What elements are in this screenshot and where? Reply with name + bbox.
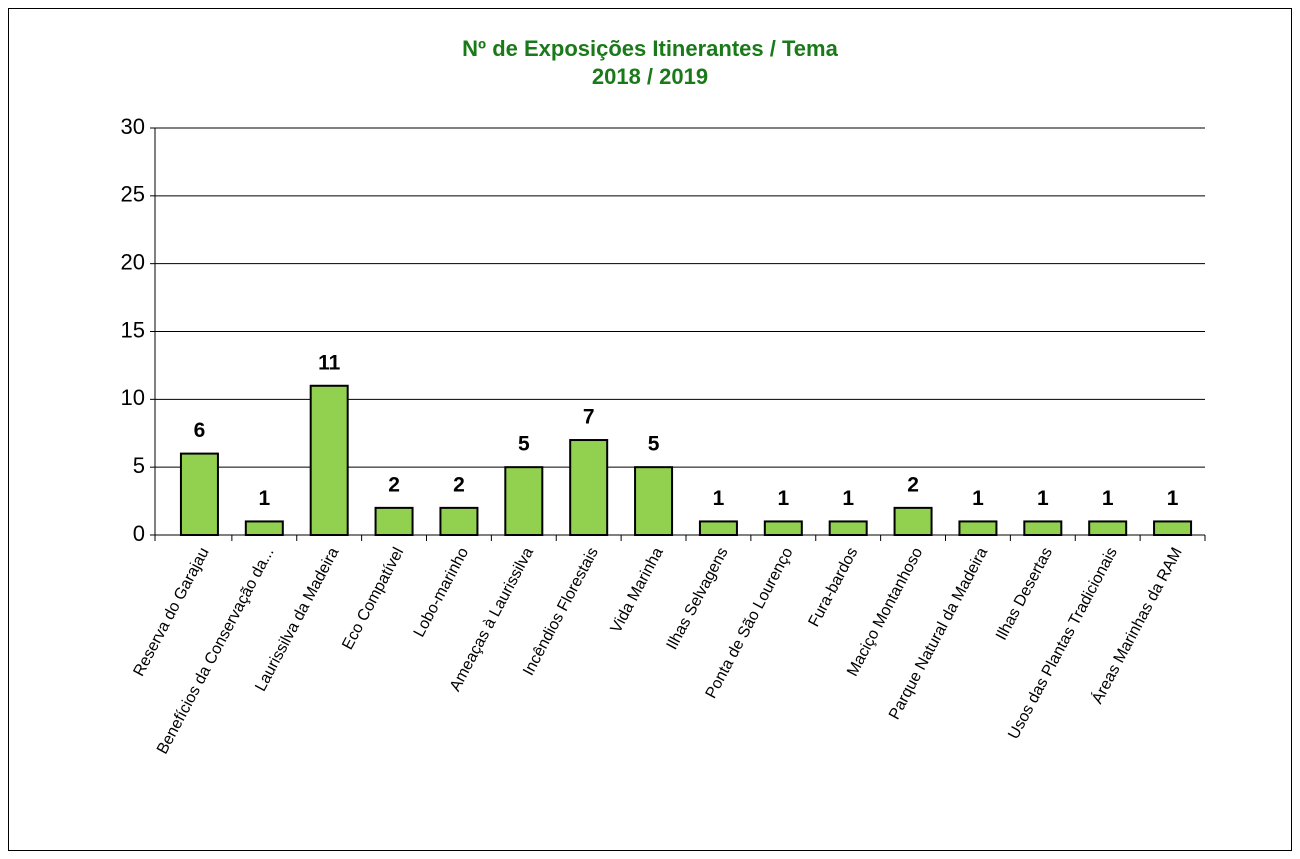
data-label: 1 xyxy=(1102,487,1114,510)
data-label: 1 xyxy=(972,487,984,510)
data-label: 1 xyxy=(713,487,725,510)
y-tick-label: 5 xyxy=(133,453,145,478)
y-tick-label: 10 xyxy=(121,385,145,410)
bar xyxy=(569,439,609,536)
chart-title: Nº de Exposições Itinerantes / Tema xyxy=(462,36,838,61)
data-label: 1 xyxy=(258,487,270,510)
bar xyxy=(504,466,544,536)
data-label: 6 xyxy=(194,419,206,442)
data-label: 2 xyxy=(388,473,400,496)
data-label: 7 xyxy=(583,406,595,429)
y-tick-label: 20 xyxy=(121,249,145,274)
data-label: 2 xyxy=(907,473,919,496)
y-tick-label: 15 xyxy=(121,317,145,342)
chart-subtitle: 2018 / 2019 xyxy=(592,64,708,89)
data-label: 1 xyxy=(842,487,854,510)
y-tick-label: 25 xyxy=(121,182,145,207)
data-label: 1 xyxy=(1167,487,1179,510)
y-tick-label: 30 xyxy=(121,114,145,139)
bar xyxy=(1153,520,1193,537)
data-label: 11 xyxy=(318,351,341,374)
bar xyxy=(634,466,674,536)
bar xyxy=(244,520,284,537)
bar xyxy=(893,506,933,537)
bar xyxy=(763,520,803,537)
data-label: 1 xyxy=(777,487,789,510)
data-label: 5 xyxy=(518,433,530,456)
bar xyxy=(828,520,868,537)
chart-border xyxy=(8,8,1292,851)
bar xyxy=(1088,520,1128,537)
data-label: 1 xyxy=(1037,487,1049,510)
bar xyxy=(1023,520,1063,537)
bar xyxy=(309,384,349,536)
y-tick-label: 0 xyxy=(133,521,145,546)
data-label: 5 xyxy=(648,433,660,456)
bar xyxy=(698,520,738,537)
bar xyxy=(439,506,479,537)
bar xyxy=(374,506,414,537)
data-label: 2 xyxy=(453,473,465,496)
bar xyxy=(958,520,998,537)
bar xyxy=(179,452,219,537)
